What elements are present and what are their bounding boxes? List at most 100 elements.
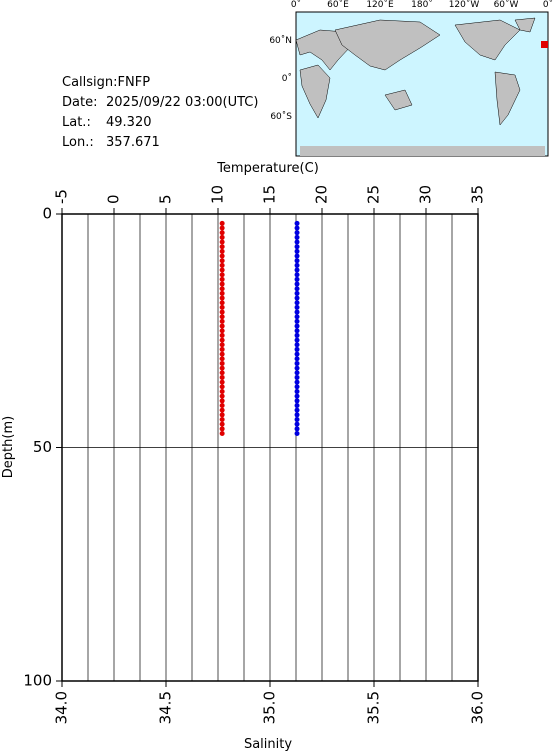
profile-point [294, 384, 300, 390]
profile-point [294, 356, 300, 362]
profile-point [294, 239, 300, 245]
profile-point [219, 393, 225, 399]
profile-point [219, 332, 225, 338]
profile-point [294, 416, 300, 422]
profile-point [294, 351, 300, 357]
profile-point [219, 281, 225, 287]
profile-point [294, 318, 300, 324]
lon: 357.671 [106, 135, 160, 150]
profile-point [294, 346, 300, 352]
lon-label: Lon.: [62, 135, 94, 150]
profile-point [294, 379, 300, 385]
profile-point [294, 300, 300, 306]
y-axis-title: Depth(m) [1, 416, 16, 478]
profile-point [294, 276, 300, 282]
x-tick-label: -5 [53, 189, 71, 204]
profile-point [219, 351, 225, 357]
x-tick-label: 30 [417, 185, 435, 204]
profile-point [294, 290, 300, 296]
profile-point [294, 365, 300, 371]
profile-point [219, 384, 225, 390]
profile-point [294, 421, 300, 427]
profile-point [294, 230, 300, 236]
profile-point [294, 374, 300, 380]
profile-point [219, 421, 225, 427]
x-axis-title: Temperature(C) [216, 161, 319, 176]
profile-point [219, 267, 225, 273]
profile-point [219, 230, 225, 236]
profile-point [219, 314, 225, 320]
land [300, 146, 545, 156]
profile-point [219, 225, 225, 231]
profile-point [219, 398, 225, 404]
profile-point [294, 332, 300, 338]
profile-point [294, 323, 300, 329]
profile-point [219, 244, 225, 250]
profile-point [294, 430, 300, 436]
map-lon-label: 60˚W [494, 0, 519, 10]
profile-point [294, 262, 300, 268]
profile-point [219, 295, 225, 301]
profile-point [219, 426, 225, 432]
profile-point [294, 244, 300, 250]
profile-point [294, 272, 300, 278]
profile-point [219, 239, 225, 245]
profile-point [294, 337, 300, 343]
profile-point [294, 342, 300, 348]
x2-tick-label: 35.0 [261, 691, 279, 724]
profile-point [219, 309, 225, 315]
profile-point [294, 286, 300, 292]
lat-label: Lat.: [62, 115, 91, 130]
profile-point [294, 398, 300, 404]
x-tick-label: 15 [261, 185, 279, 204]
y-tick-label: 50 [33, 438, 52, 456]
x-tick-label: 35 [469, 185, 487, 204]
profile-point [219, 346, 225, 352]
profile-point [294, 314, 300, 320]
callsign: Callsign:FNFP [62, 75, 150, 90]
profile-point [294, 281, 300, 287]
x-tick-label: 10 [209, 185, 227, 204]
profile-point [294, 295, 300, 301]
x2-axis-title: Salinity [244, 737, 292, 751]
x-tick-label: 20 [313, 185, 331, 204]
profile-point [219, 374, 225, 380]
profile-point [294, 234, 300, 240]
x2-tick-label: 34.0 [53, 691, 71, 724]
profile-point [294, 407, 300, 413]
map-lon-label: 180˚ [411, 0, 433, 10]
profile-point [219, 220, 225, 226]
map-lat-label: 0˚ [282, 73, 292, 84]
x-tick-label: 25 [365, 185, 383, 204]
profile-point [219, 416, 225, 422]
profile-point [294, 220, 300, 226]
profile-point [219, 318, 225, 324]
profile-point [294, 393, 300, 399]
profile-point [219, 430, 225, 436]
profile-point [219, 234, 225, 240]
profile-point [219, 276, 225, 282]
lat: 49.320 [106, 115, 152, 130]
profile-point [219, 337, 225, 343]
profile-point [294, 360, 300, 366]
map-lon-label: 120˚W [449, 0, 480, 10]
profile-point [219, 304, 225, 310]
x-tick-label: 5 [157, 194, 175, 204]
map-lon-label: 0˚ [543, 0, 553, 10]
profile-point [219, 402, 225, 408]
profile-point [219, 262, 225, 268]
map-lat-label: 60˚S [270, 111, 292, 122]
profile-point [219, 365, 225, 371]
profile-point [219, 253, 225, 259]
x2-tick-label: 34.5 [157, 691, 175, 724]
land [334, 19, 441, 71]
profile-point [219, 272, 225, 278]
map-lon-label: 120˚E [366, 0, 394, 10]
profile-point [294, 248, 300, 254]
x2-tick-label: 35.5 [365, 691, 383, 724]
map-lon-label: 0˚ [291, 0, 301, 10]
x2-tick-label: 36.0 [469, 691, 487, 724]
date-label: Date: [62, 95, 97, 110]
map-lon-label: 60˚E [327, 0, 349, 10]
profile-point [294, 370, 300, 376]
